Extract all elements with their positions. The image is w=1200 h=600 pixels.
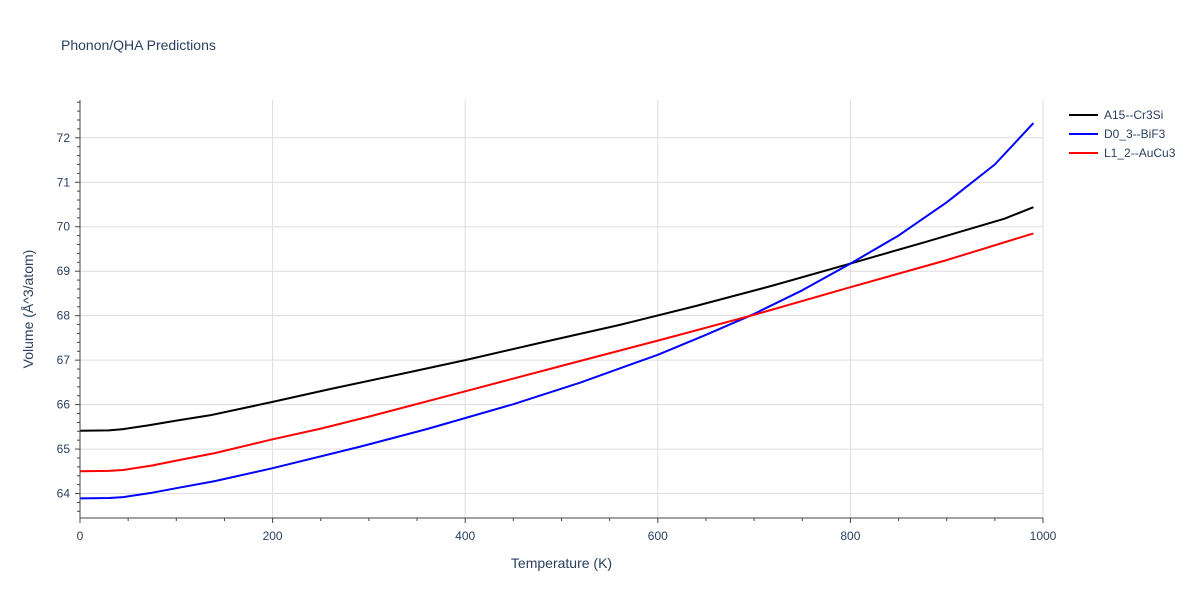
legend-label: D0_3--BiF3 xyxy=(1104,127,1166,141)
y-tick-label: 65 xyxy=(57,442,71,456)
y-tick-label: 68 xyxy=(57,309,71,323)
y-axis-title: Volume (Å^3/atom) xyxy=(20,250,36,369)
y-tick-label: 67 xyxy=(57,353,71,367)
chart-title: Phonon/QHA Predictions xyxy=(61,37,216,53)
legend-item[interactable]: D0_3--BiF3 xyxy=(1069,127,1166,141)
x-tick-label: 800 xyxy=(840,529,860,543)
axes: 0 200 400 600 800 1000 64 65 66 67 68 69 70 71 72 xyxy=(57,100,1057,543)
y-tick-label: 71 xyxy=(57,175,71,189)
y-tick-label: 69 xyxy=(57,264,71,278)
x-tick-label: 400 xyxy=(455,529,475,543)
legend-label: L1_2--AuCu3 xyxy=(1104,146,1176,160)
y-tick-label: 64 xyxy=(57,487,71,501)
x-axis-title: Temperature (K) xyxy=(511,555,612,571)
y-tick-label: 66 xyxy=(57,398,71,412)
x-tick-label: 200 xyxy=(263,529,283,543)
series-line xyxy=(80,233,1033,471)
y-tick-label: 72 xyxy=(57,131,71,145)
x-tick-label: 1000 xyxy=(1030,529,1057,543)
grid xyxy=(80,100,1043,518)
legend-item[interactable]: L1_2--AuCu3 xyxy=(1069,146,1176,160)
legend-label: A15--Cr3Si xyxy=(1104,108,1163,122)
legend[interactable]: A15--Cr3Si D0_3--BiF3 L1_2--AuCu3 xyxy=(1069,108,1176,160)
legend-item[interactable]: A15--Cr3Si xyxy=(1069,108,1163,122)
plot-series xyxy=(80,123,1033,498)
x-tick-label: 0 xyxy=(77,529,84,543)
y-tick-label: 70 xyxy=(57,220,71,234)
series-line xyxy=(80,123,1033,498)
x-tick-label: 600 xyxy=(648,529,668,543)
